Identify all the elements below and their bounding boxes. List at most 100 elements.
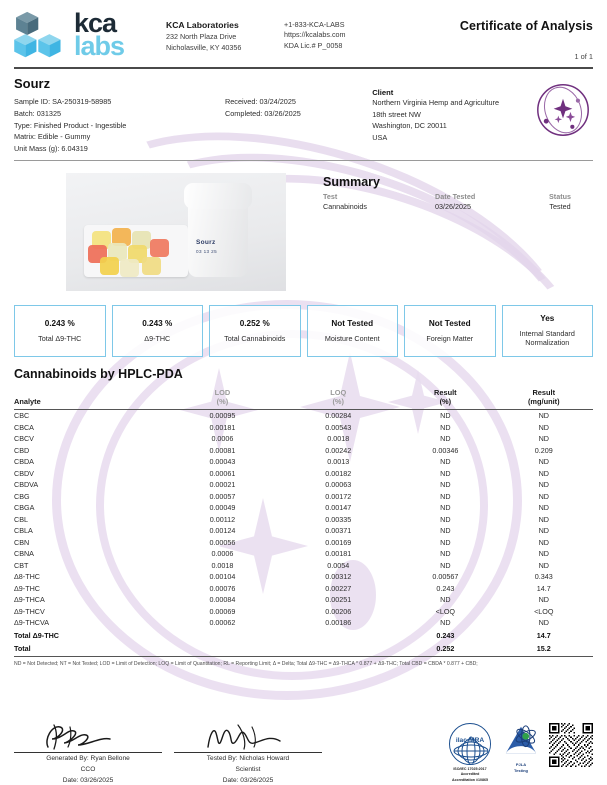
cell-result-mgunit: ND	[538, 434, 549, 444]
ilac-caption: ISO/IEC 17025:2017 Accredited	[453, 767, 487, 776]
cell-lod: 0.00057	[209, 491, 236, 501]
cell-loq: 0.00371	[325, 526, 352, 536]
cell-loq: 0.00206	[325, 606, 352, 616]
table-row: CBN 0.00056 0.00169 ND ND	[14, 537, 593, 549]
cell-analyte: Δ8-THC	[14, 572, 40, 582]
cell-result-pct: 0.252	[436, 643, 455, 653]
table-row: CBLA 0.00124 0.00371 ND ND	[14, 525, 593, 537]
lab-website[interactable]: https://kcalabs.com	[284, 30, 346, 40]
cell-lod: 0.00104	[209, 572, 236, 582]
signature-image-1	[14, 719, 162, 751]
cell-lod: 0.00021	[209, 480, 236, 490]
sample-unit-mass: Unit Mass (g): 6.04319	[14, 144, 88, 154]
ilac-mra-icon: ilac-MRA	[449, 723, 491, 766]
pjla-atom-icon	[505, 725, 537, 754]
lab-address-line2: Nicholasville, KY 40356	[166, 42, 242, 52]
cell-result-mgunit: 15.2	[536, 643, 551, 653]
cell-analyte: CBN	[14, 537, 30, 547]
gummy	[92, 231, 111, 250]
jar-sublabel: 03 13 25	[196, 249, 218, 255]
client-name: Northern Virginia Hemp and Agriculture	[372, 98, 500, 107]
kpi-label: Total Δ9-THC	[38, 333, 82, 343]
cell-loq: 0.00335	[325, 514, 352, 524]
product-jar-lid	[184, 183, 252, 210]
cell-lod: 0.00181	[209, 422, 236, 432]
cell-result-mgunit: <LOQ	[534, 606, 554, 616]
client-block: Client Northern Virginia Hemp and Agricu…	[372, 76, 593, 155]
cell-result-pct: ND	[440, 411, 451, 421]
cell-lod: 0.00043	[209, 457, 236, 467]
cell-analyte: Total Δ9-THC	[14, 631, 59, 641]
summary-title: Summary	[323, 175, 380, 190]
kpi-value: 0.243 %	[142, 318, 173, 328]
cell-lod: 0.00112	[209, 514, 236, 524]
cell-loq: 0.00242	[325, 445, 352, 455]
client-logo-icon	[537, 84, 589, 136]
table-row: Δ9-THC 0.00076 0.00227 0.243 14.7	[14, 583, 593, 595]
gummy	[108, 243, 127, 262]
page-title: Certificate of Analysis	[459, 19, 593, 33]
cell-analyte: Δ9-THC	[14, 583, 40, 593]
pjla-badge: PJLA Testing	[501, 723, 541, 774]
cell-analyte: Total	[14, 643, 31, 653]
signature-title-1: CCO	[80, 765, 96, 773]
table-row: CBDV 0.00061 0.00182 ND ND	[14, 468, 593, 480]
lab-address-block: KCA Laboratories 232 North Plaza Drive N…	[166, 10, 284, 53]
cell-lod: 0.00049	[209, 503, 236, 513]
table-row: CBCA 0.00181 0.00543 ND ND	[14, 422, 593, 434]
cell-result-pct: ND	[440, 422, 451, 432]
signature-name-1: Generated By: Ryan Bellone	[46, 755, 130, 763]
kpi-label: Foreign Matter	[426, 333, 474, 343]
cell-loq: 0.00182	[325, 468, 352, 478]
cell-result-mgunit: ND	[538, 537, 549, 547]
cell-lod: 0.0006	[211, 434, 234, 444]
kpi-moisture-content: Not Tested Moisture Content	[306, 305, 398, 358]
jar-label: Sourz	[196, 239, 216, 247]
signature-section: Generated By: Ryan Bellone CCO Date: 03/…	[0, 667, 607, 785]
cell-analyte: Δ9-THCV	[14, 606, 45, 616]
ilac-globe-icon	[451, 725, 490, 765]
table-row: Δ9-THCA 0.00084 0.00251 ND ND	[14, 594, 593, 606]
cell-result-pct: ND	[440, 503, 451, 513]
sample-batch: Batch: 031325	[14, 108, 62, 118]
kpi-value: Not Tested	[331, 318, 374, 328]
status-badge: Tested	[549, 202, 571, 212]
cell-loq	[280, 629, 396, 642]
col-loq: LOQ (%)	[280, 388, 396, 410]
table-row: CBDVA 0.00021 0.00063 ND ND	[14, 479, 593, 491]
sample-info-section: Sourz Sample ID: SA-250319-58985 Batch: …	[0, 69, 607, 155]
cell-loq: 0.00147	[325, 503, 352, 513]
cubes-icon	[14, 11, 61, 58]
summary-date-tested: 03/26/2025	[435, 202, 471, 212]
client-country: USA	[372, 133, 388, 143]
lab-license: KDA Lic.# P_0058	[284, 40, 343, 50]
cell-result-pct: ND	[440, 491, 451, 501]
summary-col-status: Status	[549, 192, 571, 202]
lab-address-line1: 232 North Plaza Drive	[166, 32, 237, 42]
gummy	[112, 228, 131, 247]
cell-result-mgunit: ND	[538, 526, 549, 536]
ilac-mra-badge: ilac-MRA ISO/IEC 17025:2017 Accredited A…	[447, 723, 493, 782]
cell-result-pct: ND	[440, 480, 451, 490]
cell-analyte: CBDA	[14, 457, 34, 467]
cell-analyte: CBC	[14, 411, 30, 421]
page-indicator: 1 of 1	[574, 52, 594, 61]
signature-date-2: Date: 03/26/2025	[222, 776, 274, 784]
col-result-pct: Result (%)	[396, 388, 494, 410]
cell-loq: 0.00186	[325, 618, 352, 628]
cell-result-mgunit: 0.343	[534, 572, 553, 582]
header-divider	[14, 67, 593, 69]
cell-loq: 0.0013	[327, 457, 350, 467]
sample-id: Sample ID: SA-250319-58985	[14, 97, 112, 106]
cell-analyte: Δ9-THCA	[14, 595, 45, 605]
qr-code-icon[interactable]	[549, 723, 593, 768]
cell-result-mgunit: ND	[538, 514, 549, 524]
kca-logo: kca labs	[14, 10, 162, 60]
cell-result-mgunit: ND	[538, 422, 549, 432]
cell-result-pct: 0.00567	[432, 572, 459, 582]
kpi-d9-thc: 0.243 % Δ9-THC	[111, 305, 203, 358]
cell-loq: 0.0018	[327, 434, 350, 444]
table-row: CBDA 0.00043 0.0013 ND ND	[14, 456, 593, 468]
kpi-label: Moisture Content	[324, 333, 380, 343]
